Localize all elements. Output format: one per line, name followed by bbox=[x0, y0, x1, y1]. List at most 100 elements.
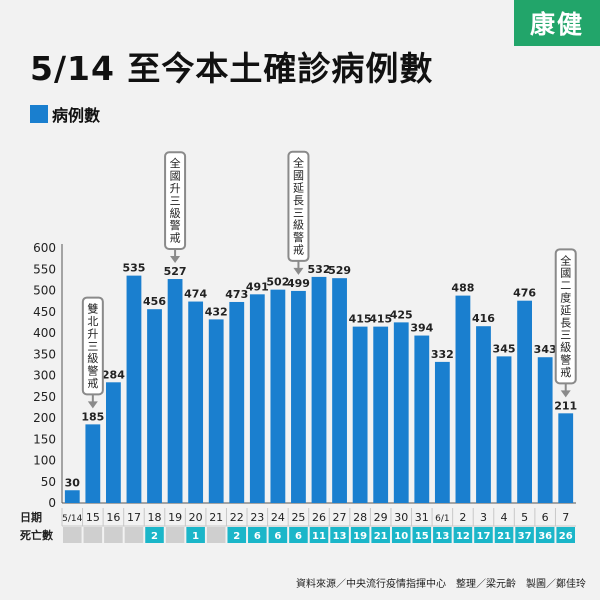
x-tick-label: 5/14 bbox=[62, 514, 82, 524]
annotation-char: 級 bbox=[293, 219, 304, 232]
bar-value-label: 499 bbox=[287, 277, 310, 290]
deaths-value: 11 bbox=[312, 531, 326, 542]
bar bbox=[558, 413, 574, 503]
bar bbox=[373, 326, 389, 503]
deaths-cell bbox=[556, 527, 575, 543]
y-tick-label: 600 bbox=[33, 241, 56, 255]
y-tick-label: 450 bbox=[33, 305, 56, 319]
x-tick-label: 20 bbox=[189, 511, 203, 524]
bar bbox=[393, 322, 409, 503]
bar-value-label: 532 bbox=[308, 263, 331, 276]
y-tick-label: 200 bbox=[33, 411, 56, 425]
bar bbox=[208, 319, 224, 503]
annotation-char: 戒 bbox=[87, 377, 98, 390]
bar bbox=[64, 490, 80, 503]
annotation-char: 警 bbox=[560, 353, 571, 367]
x-tick-label: 6/1 bbox=[435, 514, 449, 524]
x-tick-label: 29 bbox=[374, 511, 388, 524]
x-tick-label: 16 bbox=[106, 511, 120, 524]
bar-value-label: 211 bbox=[554, 399, 577, 412]
deaths-cell bbox=[535, 527, 555, 543]
brand-logo: 康健 bbox=[514, 0, 600, 46]
bar bbox=[332, 278, 347, 503]
annotation-char: 級 bbox=[87, 352, 98, 365]
y-tick-label: 50 bbox=[41, 475, 56, 489]
annotation-arrowhead bbox=[560, 390, 571, 398]
annotation-char: 全 bbox=[170, 156, 181, 170]
bar-value-label: 30 bbox=[65, 476, 81, 489]
annotation-char: 升 bbox=[87, 327, 98, 340]
legend-label: 病例數 bbox=[52, 106, 101, 125]
deaths-cell bbox=[104, 527, 123, 543]
deaths-value: 2 bbox=[151, 531, 158, 542]
bar-value-label: 343 bbox=[534, 343, 557, 356]
annotation-char: 三 bbox=[560, 329, 571, 342]
bar-value-label: 535 bbox=[122, 262, 145, 275]
bar bbox=[496, 356, 512, 503]
deaths-value: 6 bbox=[254, 531, 261, 542]
deaths-value: 17 bbox=[477, 531, 491, 542]
x-tick-label: 24 bbox=[271, 511, 285, 524]
deaths-cell bbox=[63, 527, 82, 543]
x-tick-label: 21 bbox=[209, 511, 223, 524]
annotation-char: 戒 bbox=[560, 366, 571, 379]
deaths-value: 15 bbox=[415, 531, 429, 542]
y-tick-label: 500 bbox=[33, 284, 56, 298]
x-tick-label: 27 bbox=[333, 511, 347, 524]
y-tick-label: 300 bbox=[33, 369, 56, 383]
x-tick-label: 30 bbox=[394, 511, 408, 524]
deaths-cell bbox=[453, 527, 473, 543]
bar bbox=[249, 294, 265, 503]
annotation-char: 國 bbox=[293, 169, 304, 182]
bar-value-label: 415 bbox=[369, 313, 392, 326]
deaths-cell bbox=[268, 527, 288, 543]
annotation-char: 三 bbox=[170, 194, 181, 207]
bar bbox=[476, 326, 491, 503]
x-tick-label: 17 bbox=[127, 511, 141, 524]
date-row-label: 日期 bbox=[20, 510, 42, 524]
bar-value-label: 284 bbox=[102, 368, 125, 381]
x-tick-label: 4 bbox=[501, 511, 508, 524]
bar bbox=[352, 326, 368, 503]
annotation-char: 長 bbox=[293, 194, 304, 207]
annotation-char: 二 bbox=[560, 279, 571, 292]
deaths-value: 26 bbox=[559, 531, 573, 542]
annotation-char: 北 bbox=[87, 315, 98, 328]
x-tick-label: 3 bbox=[480, 511, 487, 524]
bar-value-label: 502 bbox=[266, 276, 289, 289]
y-tick-label: 400 bbox=[33, 326, 56, 340]
bar-value-label: 425 bbox=[390, 308, 413, 321]
deaths-value: 13 bbox=[435, 531, 449, 542]
deaths-value: 6 bbox=[295, 531, 302, 542]
bar bbox=[229, 301, 245, 503]
bar-value-label: 345 bbox=[493, 342, 516, 355]
bar bbox=[414, 335, 430, 503]
annotation-char: 國 bbox=[560, 267, 571, 280]
deaths-value: 6 bbox=[274, 531, 281, 542]
annotation-char: 戒 bbox=[170, 232, 181, 245]
annotation-char: 三 bbox=[87, 340, 98, 353]
annotation-char: 雙 bbox=[87, 303, 98, 316]
legend-swatch bbox=[30, 105, 48, 123]
deaths-cell bbox=[515, 527, 534, 543]
deaths-cell bbox=[227, 527, 247, 543]
bar bbox=[455, 295, 471, 503]
annotation-char: 級 bbox=[560, 341, 571, 354]
deaths-cell bbox=[433, 527, 452, 543]
deaths-cell bbox=[330, 527, 349, 543]
y-tick-label: 0 bbox=[48, 496, 56, 510]
deaths-cell bbox=[391, 527, 411, 543]
bar bbox=[517, 300, 533, 503]
x-tick-label: 22 bbox=[230, 511, 244, 524]
deaths-cell bbox=[186, 527, 205, 543]
annotation-char: 警 bbox=[170, 218, 181, 232]
bar bbox=[291, 290, 306, 503]
x-tick-label: 6 bbox=[542, 511, 549, 524]
deaths-cell bbox=[145, 527, 164, 543]
bar-value-label: 416 bbox=[472, 312, 495, 325]
x-tick-label: 7 bbox=[562, 511, 569, 524]
annotation-char: 升 bbox=[170, 182, 181, 195]
y-tick-label: 150 bbox=[33, 432, 56, 446]
deaths-cell bbox=[206, 527, 226, 543]
